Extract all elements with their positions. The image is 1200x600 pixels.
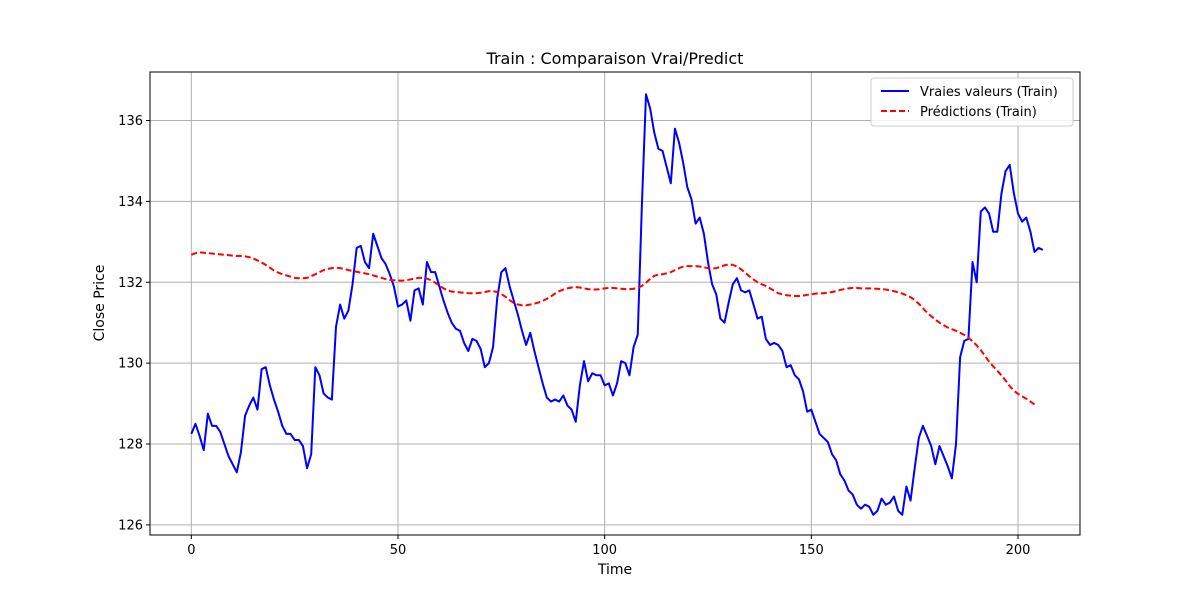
y-axis-label: Close Price [92, 265, 108, 342]
series-layer [190, 93, 1044, 516]
x-tick-label: 100 [592, 543, 617, 558]
y-tick-label: 132 [118, 276, 143, 291]
legend-box [870, 77, 1074, 127]
x-tick-label: 0 [187, 543, 195, 558]
axes-frame [149, 71, 1081, 536]
y-tick-label: 128 [118, 438, 143, 453]
y-tick-label: 136 [118, 114, 143, 129]
y-tick-label: 126 [118, 518, 143, 533]
legend: Vraies valeurs (Train) Prédictions (Trai… [870, 77, 1074, 127]
x-tick-label: 200 [1006, 543, 1031, 558]
legend-label-true: Vraies valeurs (Train) [920, 85, 1058, 100]
y-axis: 126 128 130 132 134 136 [118, 114, 150, 533]
y-tick-label: 134 [118, 195, 143, 210]
x-tick-label: 150 [799, 543, 824, 558]
x-axis: 0 50 100 150 200 [187, 535, 1030, 558]
y-tick-label: 130 [118, 357, 143, 372]
legend-label-pred: Prédictions (Train) [920, 105, 1037, 120]
chart-title: Train : Comparaison Vrai/Predict [486, 49, 744, 68]
series-line-true-values [190, 93, 1044, 516]
x-tick-label: 50 [390, 543, 407, 558]
x-axis-label: Time [597, 562, 632, 578]
series-line-predictions [190, 251, 1036, 406]
